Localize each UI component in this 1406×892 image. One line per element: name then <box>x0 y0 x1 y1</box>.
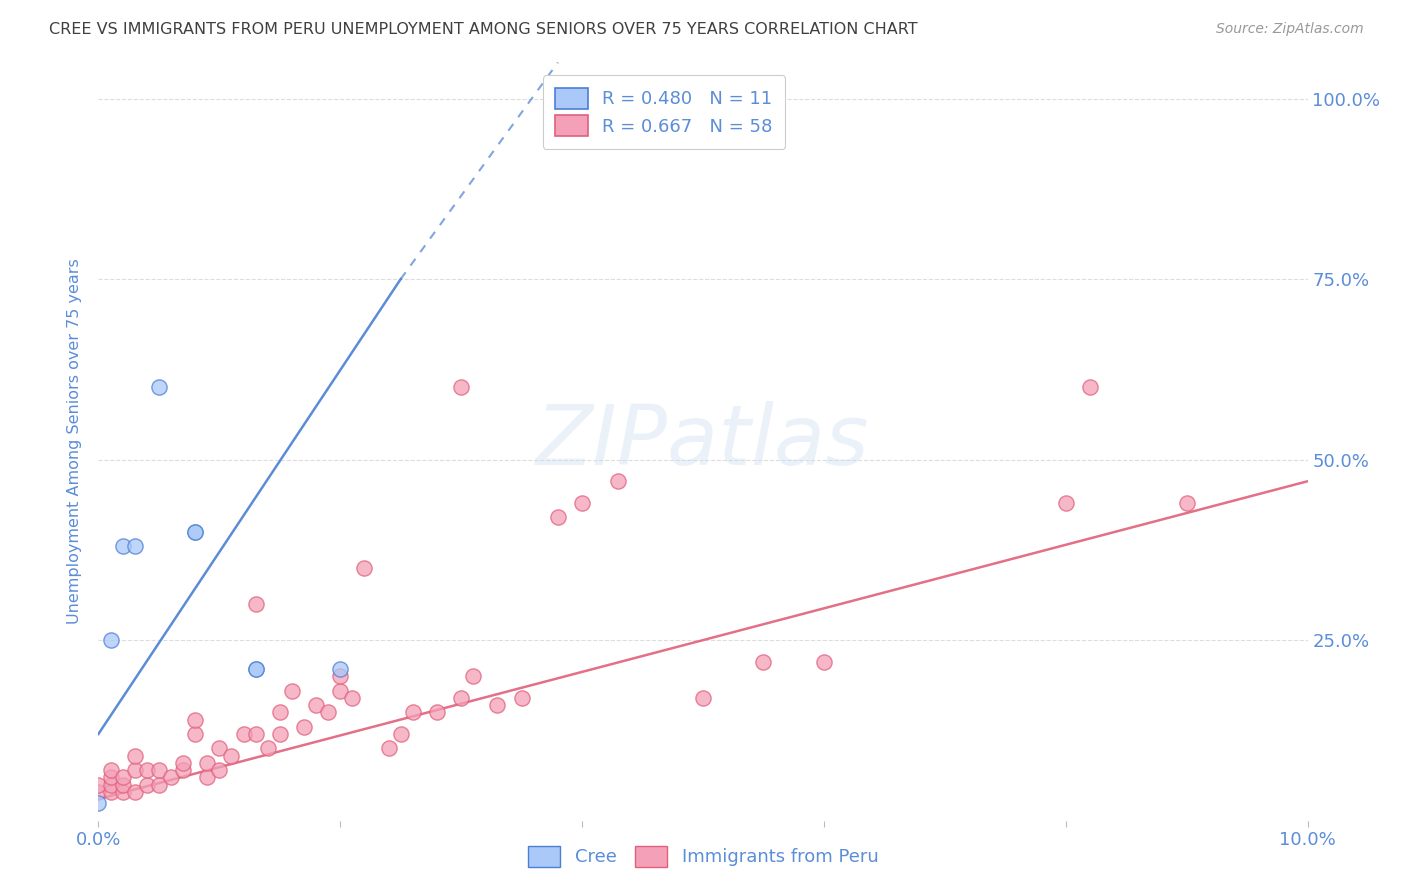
Point <box>100 633 122 648</box>
Point <box>148 763 170 777</box>
Point <box>87 785 110 799</box>
Point <box>124 785 146 799</box>
Point <box>426 706 449 720</box>
Point <box>184 713 207 727</box>
Point <box>329 669 352 683</box>
Point <box>184 524 207 539</box>
Point <box>208 741 231 756</box>
Point <box>160 770 183 784</box>
Point <box>486 698 509 712</box>
Point <box>245 597 267 611</box>
Point <box>547 510 569 524</box>
Point <box>111 539 134 553</box>
Point <box>245 662 267 676</box>
Point <box>292 720 315 734</box>
Point <box>124 748 146 763</box>
Y-axis label: Unemployment Among Seniors over 75 years: Unemployment Among Seniors over 75 years <box>67 259 83 624</box>
Point <box>111 778 134 792</box>
Point <box>172 763 194 777</box>
Point <box>245 727 267 741</box>
Point <box>195 756 218 770</box>
Point <box>269 706 291 720</box>
Point <box>148 380 170 394</box>
Point <box>389 727 412 741</box>
Point <box>510 690 533 705</box>
Point <box>547 91 569 105</box>
Point <box>111 785 134 799</box>
Point <box>184 524 207 539</box>
Point <box>100 770 122 784</box>
Legend: R = 0.480   N = 11, R = 0.667   N = 58: R = 0.480 N = 11, R = 0.667 N = 58 <box>543 75 786 149</box>
Point <box>692 690 714 705</box>
Point <box>1078 380 1101 394</box>
Point <box>1175 496 1198 510</box>
Point <box>195 770 218 784</box>
Point <box>100 778 122 792</box>
Point <box>172 756 194 770</box>
Point <box>269 727 291 741</box>
Point <box>305 698 328 712</box>
Point <box>135 778 157 792</box>
Point <box>135 763 157 777</box>
Point <box>124 539 146 553</box>
Point <box>402 706 425 720</box>
Point <box>353 561 375 575</box>
Point <box>148 778 170 792</box>
Point <box>245 662 267 676</box>
Text: ZIPatlas: ZIPatlas <box>536 401 870 482</box>
Legend: Cree, Immigrants from Peru: Cree, Immigrants from Peru <box>520 838 886 874</box>
Point <box>450 690 472 705</box>
Point <box>316 706 339 720</box>
Point <box>281 683 304 698</box>
Point <box>813 655 835 669</box>
Point <box>111 770 134 784</box>
Point <box>1054 496 1077 510</box>
Point <box>124 763 146 777</box>
Point <box>100 785 122 799</box>
Point <box>450 380 472 394</box>
Point <box>377 741 399 756</box>
Point <box>342 690 364 705</box>
Point <box>87 796 110 810</box>
Point <box>184 727 207 741</box>
Point <box>607 475 630 489</box>
Point <box>256 741 278 756</box>
Point <box>232 727 254 741</box>
Point <box>100 763 122 777</box>
Point <box>87 778 110 792</box>
Point <box>463 669 485 683</box>
Text: Source: ZipAtlas.com: Source: ZipAtlas.com <box>1216 22 1364 37</box>
Point <box>752 655 775 669</box>
Text: CREE VS IMMIGRANTS FROM PERU UNEMPLOYMENT AMONG SENIORS OVER 75 YEARS CORRELATIO: CREE VS IMMIGRANTS FROM PERU UNEMPLOYMEN… <box>49 22 918 37</box>
Point <box>329 683 352 698</box>
Point <box>221 748 243 763</box>
Point <box>329 662 352 676</box>
Point <box>571 496 593 510</box>
Point <box>208 763 231 777</box>
